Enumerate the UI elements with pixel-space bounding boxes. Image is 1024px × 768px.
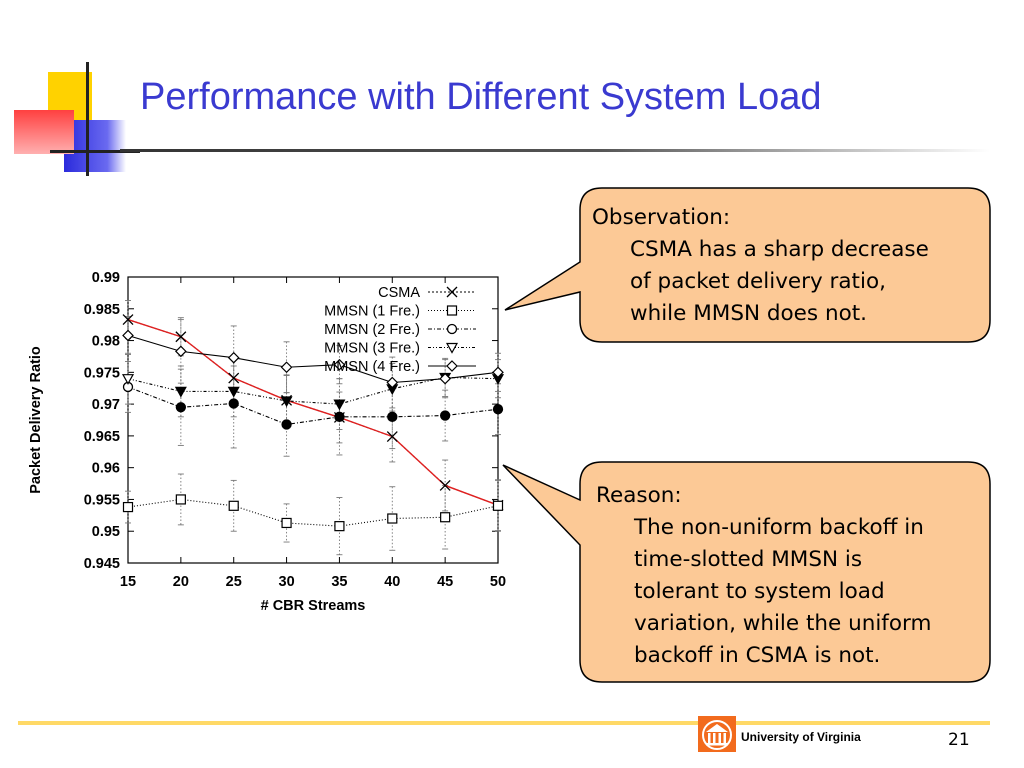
y-tick-label: 0.99 bbox=[92, 270, 120, 286]
decoration-red-square bbox=[14, 110, 74, 154]
decoration-vertical-line bbox=[86, 62, 89, 176]
data-point bbox=[333, 399, 346, 411]
reason-callout-bubble bbox=[502, 461, 991, 683]
data-point bbox=[440, 512, 451, 523]
legend-label: MMSN (3 Fre.) bbox=[324, 341, 420, 357]
data-point bbox=[122, 314, 134, 326]
data-point bbox=[280, 396, 293, 408]
data-point bbox=[228, 500, 239, 511]
title-decoration bbox=[0, 0, 140, 180]
legend-label: CSMA bbox=[378, 285, 420, 301]
y-tick-label: 0.975 bbox=[84, 365, 120, 381]
data-point bbox=[228, 398, 239, 409]
footer-rule bbox=[18, 721, 990, 725]
university-logo-icon bbox=[698, 716, 736, 752]
y-tick-label: 0.955 bbox=[84, 492, 120, 508]
series-4 bbox=[122, 329, 504, 389]
packet-delivery-chart: 0.945 0.95 0.955 0.96 0.965 0.97 0.975 0.98 0.98… bbox=[28, 270, 506, 614]
x-tick-label: 15 bbox=[120, 574, 136, 590]
error-bars bbox=[125, 315, 501, 409]
data-point bbox=[333, 358, 346, 371]
y-tick-label: 0.97 bbox=[92, 397, 120, 413]
data-point bbox=[386, 376, 399, 389]
data-point bbox=[227, 351, 240, 364]
observation-line: while MMSN does not. bbox=[630, 301, 867, 326]
data-point bbox=[387, 513, 398, 524]
reason-heading: Reason: bbox=[596, 483, 682, 508]
data-point bbox=[281, 517, 292, 529]
decoration-blue-square bbox=[64, 120, 126, 172]
x-tick-label: 25 bbox=[226, 574, 242, 590]
data-point bbox=[446, 286, 458, 298]
data-point bbox=[492, 404, 504, 415]
y-tick-label: 0.985 bbox=[84, 302, 120, 318]
reason-line: The non-uniform backoff in bbox=[634, 515, 924, 540]
data-point bbox=[334, 521, 345, 532]
data-point bbox=[492, 366, 504, 379]
page-number: 21 bbox=[948, 730, 970, 750]
observation-heading: Observation: bbox=[592, 205, 731, 230]
data-point bbox=[175, 402, 187, 413]
series-line bbox=[127, 386, 499, 426]
reason-line: tolerant to system load bbox=[634, 579, 885, 604]
data-point bbox=[446, 323, 458, 335]
data-point bbox=[175, 494, 186, 505]
series-line-overlay bbox=[127, 318, 499, 506]
y-tick-label: 0.98 bbox=[92, 334, 120, 350]
data-point bbox=[439, 372, 451, 385]
data-point bbox=[227, 386, 240, 398]
y-tick-label: 0.95 bbox=[92, 524, 120, 540]
data-point bbox=[445, 342, 459, 354]
legend-label: MMSN (1 Fre.) bbox=[324, 304, 420, 320]
x-tick-label: 20 bbox=[173, 574, 189, 590]
data-point bbox=[280, 361, 293, 374]
observation-line: CSMA has a sharp decrease bbox=[630, 237, 929, 262]
legend-label: MMSN (2 Fre.) bbox=[324, 322, 420, 338]
data-point bbox=[446, 305, 458, 316]
x-tick-label: 35 bbox=[331, 574, 347, 590]
x-tick-label: 30 bbox=[279, 574, 295, 590]
decoration-horizontal-line bbox=[50, 150, 140, 153]
y-tick-label: 0.965 bbox=[84, 429, 120, 445]
observation-line: of packet delivery ratio, bbox=[630, 269, 886, 294]
data-point bbox=[121, 374, 135, 385]
institution-name: University of Virginia bbox=[741, 730, 861, 744]
x-tick-label: 45 bbox=[437, 574, 453, 590]
reason-line: backoff in CSMA is not. bbox=[634, 643, 881, 668]
legend-label: MMSN (4 Fre.) bbox=[324, 359, 420, 375]
data-point bbox=[175, 331, 187, 343]
series-1 bbox=[122, 494, 504, 532]
data-point bbox=[386, 431, 398, 442]
data-point bbox=[122, 501, 134, 513]
series-2 bbox=[122, 381, 504, 430]
data-point bbox=[492, 500, 504, 511]
observation-callout: Observation: CSMA has a sharp decrease o… bbox=[592, 202, 982, 330]
data-point bbox=[446, 360, 458, 372]
data-point bbox=[387, 411, 398, 422]
slide-title: Performance with Different System Load bbox=[140, 76, 822, 118]
series-line bbox=[127, 498, 499, 527]
reason-callout: Reason: The non-uniform backoff in time-… bbox=[596, 480, 986, 672]
reason-line: time-slotted MMSN is bbox=[634, 547, 863, 572]
data-point bbox=[439, 410, 451, 421]
data-point bbox=[175, 345, 187, 358]
reason-line: variation, while the uniform bbox=[634, 611, 932, 636]
data-point bbox=[122, 329, 134, 342]
y-axis-label: Packet Delivery Ratio bbox=[28, 346, 44, 494]
x-axis-label: # CBR Streams bbox=[261, 598, 366, 614]
x-tick-label: 40 bbox=[384, 574, 400, 590]
data-point bbox=[174, 386, 187, 398]
observation-callout-bubble bbox=[504, 187, 991, 343]
series-line bbox=[127, 334, 499, 384]
y-tick-label: 0.96 bbox=[92, 461, 120, 477]
data-point bbox=[334, 411, 345, 422]
x-tick-label: 50 bbox=[490, 574, 506, 590]
data-point bbox=[281, 419, 292, 430]
data-point bbox=[228, 372, 240, 384]
y-tick-label: 0.945 bbox=[84, 556, 120, 572]
data-point bbox=[439, 480, 451, 491]
legend: CSMA MMSN (1 Fre.) MMSN (2 Fre.) MMSN (3 Fr… bbox=[324, 285, 476, 375]
title-underline bbox=[120, 149, 990, 152]
